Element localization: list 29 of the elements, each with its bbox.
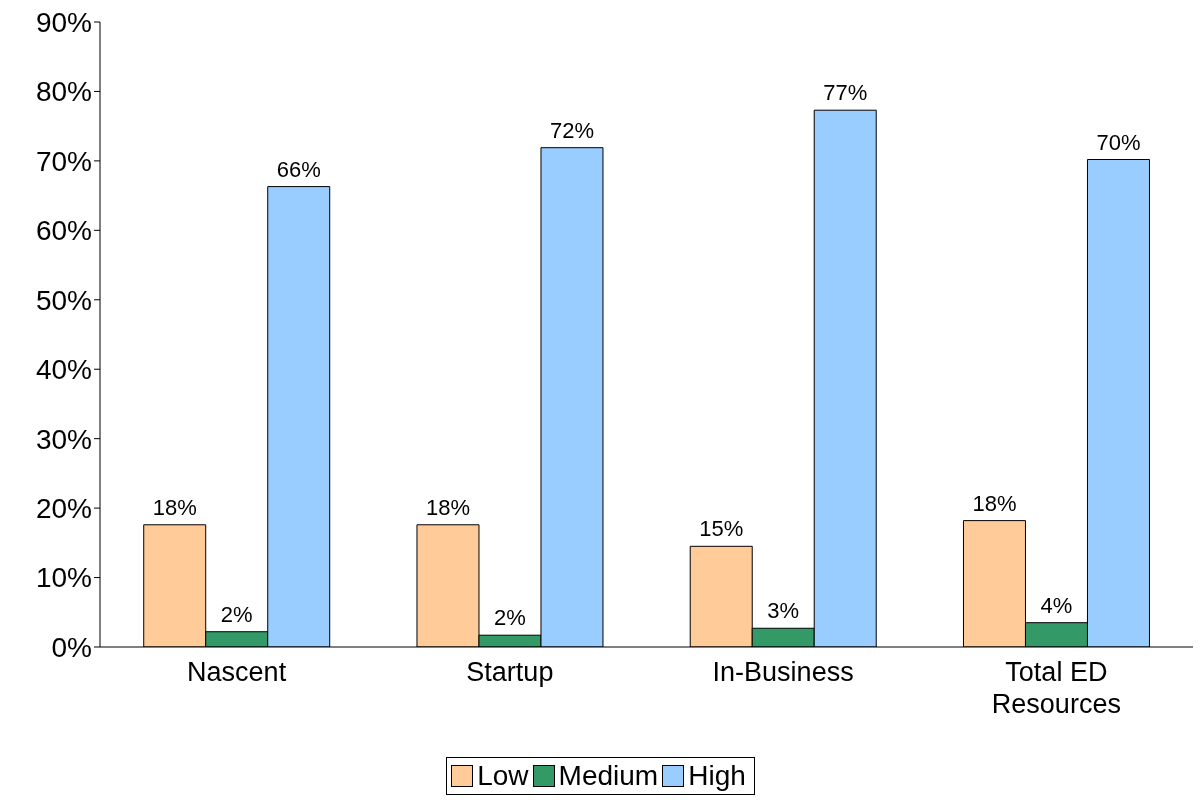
x-tick-label: In-Business: [712, 657, 854, 687]
data-label: 66%: [276, 156, 321, 182]
y-tick-label: 20%: [35, 493, 92, 525]
data-label: 18%: [425, 494, 470, 520]
data-label: 15%: [699, 516, 744, 542]
data-label: 2%: [220, 601, 253, 627]
y-tick-label: 60%: [35, 215, 92, 247]
legend-label: Low: [477, 760, 529, 792]
x-tick-label: Nascent: [187, 657, 287, 687]
y-tick-label: 30%: [35, 423, 92, 455]
x-tick-label: Total ED Resources: [991, 657, 1121, 719]
data-label: 2%: [494, 605, 526, 631]
y-tick-label: 0%: [51, 631, 92, 663]
data-label: 18%: [972, 490, 1017, 516]
data-label: 72%: [549, 117, 594, 143]
y-tick-label: 10%: [35, 562, 92, 594]
y-tick-label: 80%: [35, 76, 92, 108]
data-label: 18%: [152, 494, 197, 520]
data-label: 70%: [1096, 129, 1141, 155]
legend-label: High: [688, 760, 746, 792]
y-tick-label: 40%: [35, 354, 92, 386]
legend-label: Medium: [558, 760, 659, 792]
data-label: 4%: [1040, 592, 1073, 618]
y-tick-label: 50%: [35, 284, 92, 316]
y-tick-label: 70%: [35, 145, 92, 177]
y-tick-label: 90%: [35, 6, 92, 38]
data-label: 3%: [767, 598, 800, 624]
data-label: 77%: [823, 80, 868, 106]
x-tick-label: Startup: [466, 657, 554, 687]
